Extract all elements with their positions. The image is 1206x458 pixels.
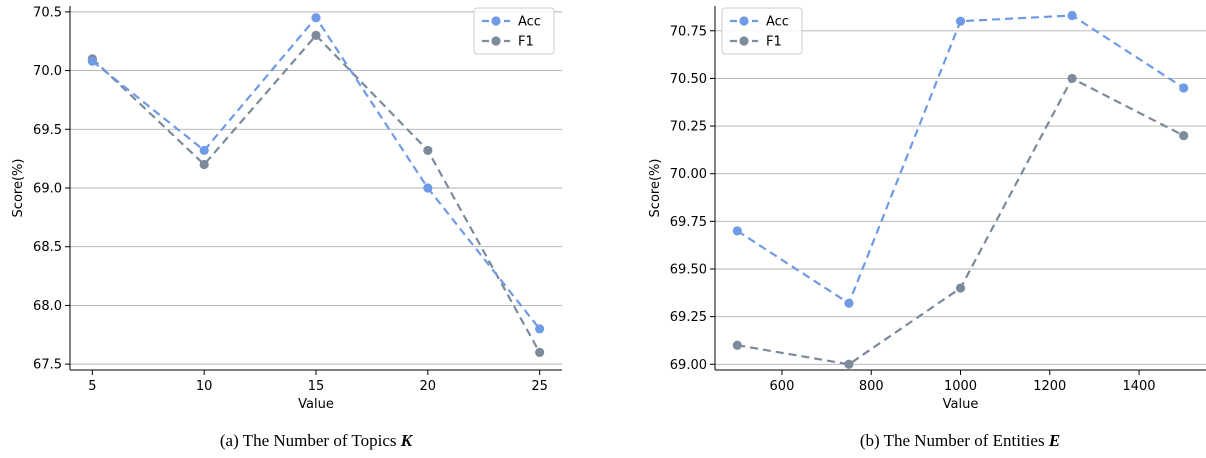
caption-text: (a) The Number of Topics xyxy=(220,431,401,450)
series-line-acc xyxy=(736,14,1185,305)
x-axis-label: Value xyxy=(943,397,979,412)
legend-label-f1: F1 xyxy=(518,35,534,50)
legend-marker-acc xyxy=(739,16,749,26)
data-point-f1 xyxy=(1067,73,1077,84)
legend-marker-f1 xyxy=(491,36,501,46)
legend-label-f1: F1 xyxy=(766,35,782,50)
data-point-acc xyxy=(1067,10,1077,21)
y-tick-label: 69.00 xyxy=(670,358,707,373)
legend xyxy=(473,7,555,55)
data-point-f1 xyxy=(844,359,854,369)
chart-a: 67.5 68.0 68.5 69.0 69.5 70.0 70.5 5 10 15 20 25 Val… xyxy=(11,5,562,450)
data-point-acc xyxy=(199,145,209,156)
chart-caption: (b) The Number of Entities E xyxy=(860,431,1060,450)
y-tick-label: 68.5 xyxy=(33,240,62,255)
legend xyxy=(721,7,803,55)
legend-label-acc: Acc xyxy=(518,15,541,30)
x-tick-label: 15 xyxy=(308,379,325,394)
y-tick-label: 70.00 xyxy=(670,167,707,182)
y-tick-label: 69.5 xyxy=(33,123,62,138)
data-point-f1 xyxy=(1179,130,1189,141)
x-axis-label: Value xyxy=(298,397,334,412)
data-point-acc xyxy=(732,226,742,236)
x-tick-label: 1200 xyxy=(1033,379,1066,394)
chart-caption: (a) The Number of Topics K xyxy=(220,431,414,450)
x-tick-label: 25 xyxy=(531,379,548,394)
data-point-f1 xyxy=(955,283,966,293)
data-point-f1 xyxy=(199,159,209,170)
chart-b: 69.00 69.25 69.50 69.75 70.00 70.25 70.50 70.75… xyxy=(648,6,1206,450)
caption-variable: E xyxy=(1048,431,1060,450)
x-tick-label: 5 xyxy=(88,379,96,394)
y-tick-label: 70.75 xyxy=(670,24,707,39)
x-tick-label: 20 xyxy=(420,379,437,394)
data-point-f1 xyxy=(535,347,545,357)
legend-label-acc: Acc xyxy=(766,15,789,30)
data-point-f1 xyxy=(423,145,433,156)
series-line-acc xyxy=(91,15,541,330)
y-tick-label: 70.25 xyxy=(670,120,707,135)
data-point-acc xyxy=(955,16,966,26)
x-tick-label: 600 xyxy=(770,379,795,394)
x-tick-label: 10 xyxy=(196,379,213,394)
data-point-acc xyxy=(844,298,854,308)
series-line-f1 xyxy=(91,33,541,353)
x-tick-label: 1000 xyxy=(944,379,977,394)
y-tick-label: 67.5 xyxy=(33,358,62,373)
y-tick-label: 69.0 xyxy=(33,182,62,197)
legend-marker-f1 xyxy=(739,36,749,46)
x-tick-label: 1400 xyxy=(1122,379,1155,394)
data-point-acc xyxy=(1179,83,1189,93)
caption-text: (b) The Number of Entities xyxy=(860,431,1049,450)
y-axis-label: Score(%) xyxy=(11,159,26,218)
y-tick-label: 70.5 xyxy=(33,5,62,20)
y-tick-label: 69.25 xyxy=(670,310,707,325)
x-tick-label: 800 xyxy=(859,379,884,394)
caption-variable: K xyxy=(400,431,414,450)
data-point-acc xyxy=(311,13,321,23)
y-tick-label: 69.75 xyxy=(670,215,707,230)
y-axis-label: Score(%) xyxy=(648,159,663,218)
y-tick-label: 69.50 xyxy=(670,262,707,277)
data-point-f1 xyxy=(732,340,742,350)
y-tick-label: 70.50 xyxy=(670,72,707,87)
y-tick-label: 68.0 xyxy=(33,299,62,314)
data-point-acc xyxy=(535,324,545,334)
legend-marker-acc xyxy=(491,16,501,26)
data-point-acc xyxy=(87,56,97,66)
data-point-acc xyxy=(423,183,433,193)
y-tick-label: 70.0 xyxy=(33,64,62,79)
data-point-f1 xyxy=(311,30,321,40)
